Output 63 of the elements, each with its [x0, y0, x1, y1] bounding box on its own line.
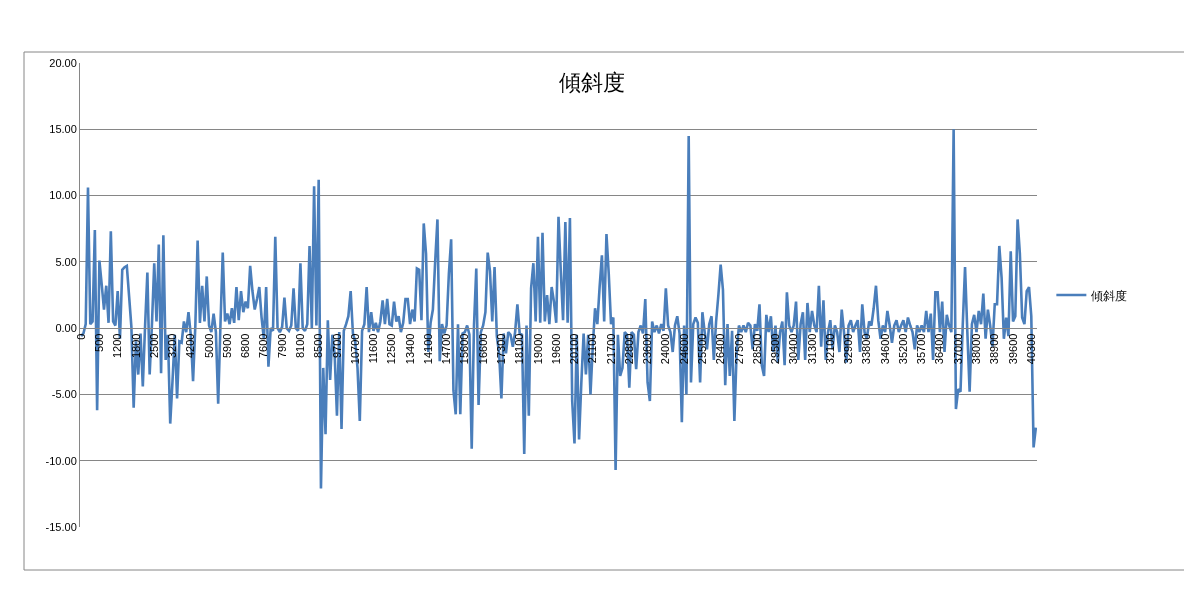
x-tick-label: 1800	[129, 333, 142, 359]
y-tick-label: -15.00	[45, 520, 77, 533]
x-tick-label: 3200	[166, 333, 179, 359]
y-tick-label: 10.00	[49, 189, 77, 202]
x-tick-label: 11600	[367, 333, 380, 364]
chart-title: 傾斜度	[559, 69, 625, 95]
x-tick-label: 7900	[275, 333, 288, 359]
x-tick-label: 14700	[440, 333, 453, 365]
x-tick-label: 25500	[695, 333, 708, 365]
x-tick-label: 5900	[220, 333, 233, 359]
x-tick-label: 28500	[750, 333, 763, 365]
x-tick-label: 24600	[677, 333, 690, 365]
y-tick-label: 15.00	[49, 123, 77, 136]
x-tick-label: 4200	[184, 333, 197, 359]
x-tick-label: 500	[92, 333, 105, 352]
x-tick-label: 21700	[604, 333, 617, 365]
x-tick-label: 5000	[202, 333, 215, 359]
x-tick-label: 33800	[860, 333, 873, 365]
y-tick-label: 5.00	[55, 255, 77, 268]
x-tick-label: 12500	[385, 333, 398, 365]
x-tick-label: 17300	[494, 333, 507, 365]
x-tick-label: 30400	[787, 333, 800, 365]
x-tick-label: 9700	[330, 333, 343, 359]
x-tick-label: 0	[74, 333, 87, 340]
x-tick-label: 7600	[257, 333, 270, 359]
x-tick-label: 8100	[293, 333, 306, 359]
x-tick-label: 2500	[147, 333, 160, 359]
x-tick-label: 39600	[1006, 333, 1019, 365]
x-tick-label: 20100	[568, 333, 581, 365]
legend-label: 傾斜度	[1091, 288, 1128, 303]
y-tick-label: -5.00	[51, 388, 77, 401]
x-tick-label: 23600	[641, 333, 654, 365]
x-tick-label: 13400	[403, 333, 416, 365]
x-tick-label: 1200	[111, 333, 124, 359]
x-tick-label: 10700	[348, 333, 361, 365]
x-tick-label: 38000	[970, 333, 983, 365]
x-tick-label: 40300	[1024, 333, 1037, 365]
x-tick-label: 8500	[312, 333, 325, 359]
x-tick-label: 6800	[239, 333, 252, 359]
x-tick-label: 35700	[915, 333, 928, 365]
y-tick-label: 0.00	[55, 321, 77, 334]
x-tick-label: 32900	[842, 333, 855, 365]
x-tick-label: 37000	[951, 333, 964, 365]
y-tick-label: -10.00	[45, 454, 77, 467]
x-tick-label: 26400	[714, 333, 727, 365]
x-tick-label: 19000	[531, 333, 544, 365]
x-tick-label: 34600	[878, 333, 891, 365]
x-tick-label: 19600	[549, 333, 562, 365]
x-tick-label: 24000	[659, 333, 672, 365]
x-tick-label: 16600	[476, 333, 489, 365]
x-tick-label: 15600	[458, 333, 471, 365]
x-tick-label: 29500	[769, 333, 782, 365]
x-tick-label: 38900	[988, 333, 1001, 365]
x-tick-label: 36400	[933, 333, 946, 365]
x-tick-label: 14100	[421, 333, 434, 365]
y-tick-label: 20.00	[49, 56, 77, 69]
x-tick-label: 22800	[622, 333, 635, 365]
x-tick-label: 31300	[805, 333, 818, 365]
x-tick-label: 21100	[586, 333, 599, 364]
x-tick-label: 27500	[732, 333, 745, 365]
x-tick-label: 35200	[896, 333, 909, 365]
x-tick-label: 18100	[513, 333, 526, 365]
x-tick-label: 32100	[823, 333, 836, 365]
